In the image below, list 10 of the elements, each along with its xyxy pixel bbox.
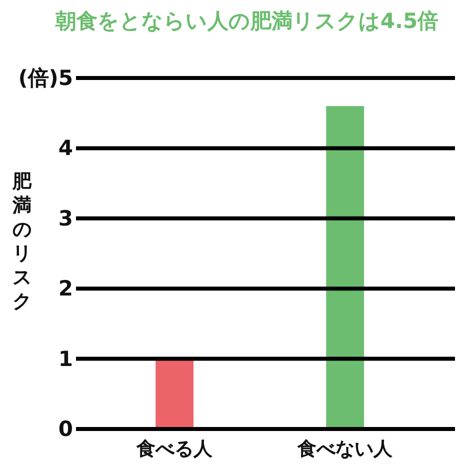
ytick: (倍)5	[18, 66, 73, 90]
ytick: 1	[58, 346, 73, 371]
ytick: 0	[58, 417, 73, 441]
xtick: 食べる人	[136, 438, 213, 460]
title: 朝食をとならい人の肥満リスクは4.5倍	[55, 9, 439, 33]
ylabel: 肥満のリスク	[12, 170, 32, 312]
ytick: 2	[58, 276, 73, 301]
xtick: 食べない人	[298, 438, 393, 460]
ytick: 4	[58, 136, 73, 160]
ytick: 3	[58, 206, 73, 230]
